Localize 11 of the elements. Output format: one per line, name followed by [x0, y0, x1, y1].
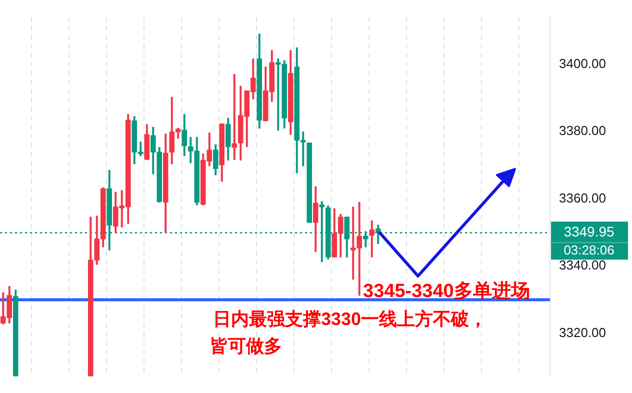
ref-line-label: 3349.95 [564, 224, 615, 240]
y-tick-label: 3360.00 [559, 190, 606, 206]
candlestick [232, 74, 238, 160]
y-tick-label: 3400.00 [559, 56, 606, 71]
annotation: 日内最强支撑3330一线上方不破， [213, 309, 488, 329]
y-tick-label: 3380.00 [559, 123, 606, 138]
annotation: 皆可做多 [210, 336, 282, 356]
y-tick-label: 3320.00 [559, 325, 606, 340]
text: 03:28:06 [564, 242, 614, 258]
y-tick-label: 3340.00 [559, 258, 606, 273]
annotation: 3345-3340多单进场 [363, 280, 530, 302]
